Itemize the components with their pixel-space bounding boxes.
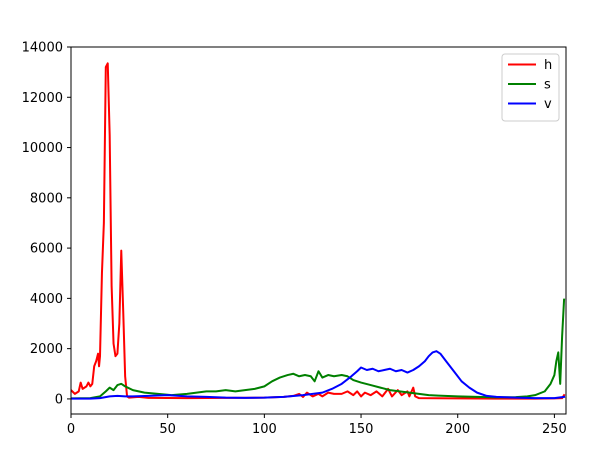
- axes-frame: [70, 46, 567, 415]
- series-line-v: [71, 350, 566, 400]
- x-tick-label: 0: [67, 422, 75, 437]
- legend-label-v: v: [544, 97, 552, 112]
- legend-label-h: h: [544, 58, 552, 73]
- x-tick-label: 200: [445, 422, 470, 437]
- y-tick-label: 8000: [30, 191, 63, 206]
- plot-lines: [71, 62, 566, 400]
- y-tick-label: 12000: [22, 91, 63, 106]
- axes: 0 50 100 150 200 250 0 2000 4000 6000 8000 10000 120…: [22, 41, 567, 438]
- legend: hsv: [501, 53, 560, 122]
- x-tick-label: 50: [159, 422, 176, 437]
- y-tick-label: 2000: [30, 342, 63, 357]
- x-tick-label: 150: [349, 422, 374, 437]
- y-tick-label: 10000: [22, 141, 63, 156]
- y-tick-label: 0: [55, 392, 63, 407]
- y-tick-label: 6000: [30, 242, 63, 257]
- legend-label-s: s: [544, 78, 551, 93]
- x-tick-label: 250: [542, 422, 567, 437]
- y-tick-label: 14000: [22, 41, 63, 56]
- y-tick-label: 4000: [30, 292, 63, 307]
- x-tick-label: 100: [252, 422, 277, 437]
